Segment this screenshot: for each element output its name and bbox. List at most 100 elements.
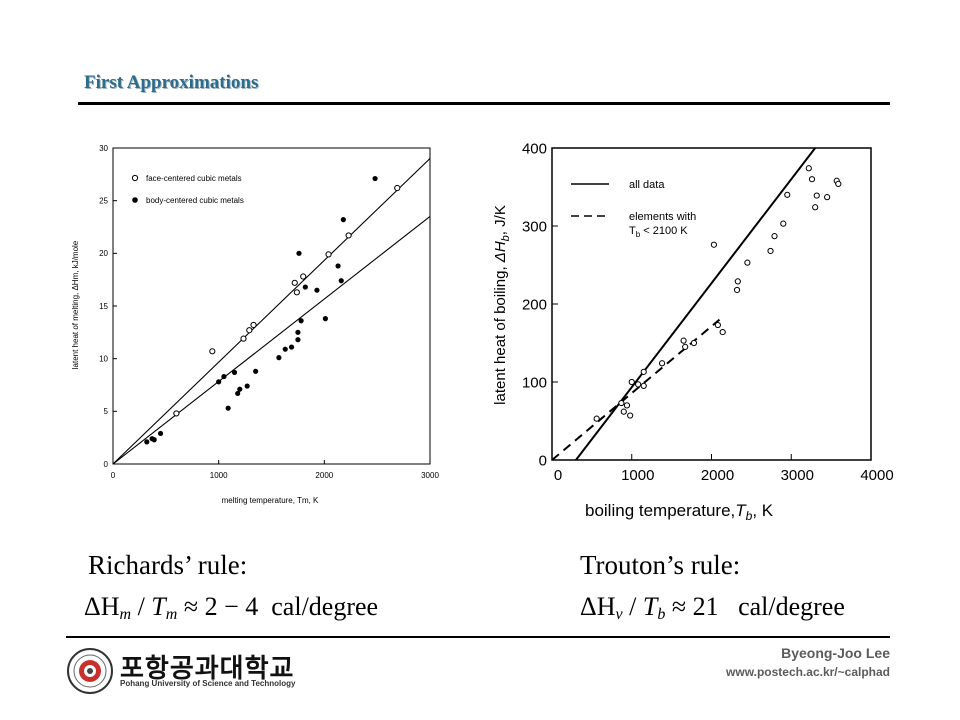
melting-chart: 0 1000 2000 3000 0 5 10 15 20 25 30 face-centered … [71,144,439,505]
legend-elements-line1: elements with [629,211,696,223]
data-point [835,180,842,187]
data-point [250,321,257,329]
legend-open-marker [131,174,139,182]
legend-fcc-label: face-centered cubic metals [146,174,242,183]
data-point [658,360,666,367]
data-point [296,250,302,256]
richards-rule-label: Richards’ rule: [88,550,248,580]
data-point [144,439,150,445]
data-point [784,191,791,198]
data-point [293,289,300,296]
plot-frame [551,147,872,461]
data-point [314,287,320,293]
data-point [295,337,301,343]
melting-chart-points [144,175,401,445]
data-point [300,273,307,280]
data-point [771,233,778,240]
data-point [216,379,222,385]
melting-chart-xlabel: melting temperature, Tm, K [222,496,319,505]
author-name: Byeong-Joo Lee [781,645,890,661]
data-point [291,279,298,286]
data-point [682,343,689,350]
slide-title: First Approximations [84,72,259,93]
boiling-chart-points [593,165,842,422]
data-point [244,383,250,389]
university-name-english: Pohang University of Science and Technol… [120,679,296,688]
legend-elements-rest: < 2100 K [640,225,688,237]
data-point [338,278,344,284]
data-point [733,286,741,294]
y-tick-label: 400 [522,140,547,157]
data-point [237,386,243,392]
data-point [173,410,180,417]
data-point [282,346,288,352]
data-point [719,328,726,336]
author-url[interactable]: www.postech.ac.kr/~calphad [726,665,890,679]
y-tick-label: 0 [104,460,109,469]
data-point [253,368,259,374]
data-point [734,278,741,285]
legend-all-data-label: all data [629,179,665,191]
melting-chart-legend: face-centered cubic metals body-centered… [131,174,244,205]
data-point [276,355,282,361]
legend-elements-sub: b [636,230,641,239]
data-point [335,263,341,269]
x-tick-label: 3000 [781,467,814,484]
x-tick-label: 1000 [621,467,654,484]
legend-bcc-label: body-centered cubic metals [146,196,244,205]
y-tick-label: 20 [99,249,108,258]
y-tick-label: 15 [99,302,108,311]
university-logo: 포항공과대학교 Pohang University of Science and… [66,646,306,696]
richards-rule-equation: ΔHm / Tm ≈ 2 − 4 cal/degree [84,592,379,623]
data-point [627,412,634,419]
x-tick-label: 0 [554,467,562,484]
y-tick-label: 10 [99,354,108,363]
title-divider [78,102,890,105]
legend-elements-line2: T [629,225,636,237]
boiling-chart-ylabel: latent heat of boiling, ΔHb, J/K [492,205,512,405]
x-tick-label: 3000 [421,471,439,480]
data-point [618,399,625,407]
melting-chart-ylabel: latent heat of melting, ΔHm, kJ/mole [71,240,80,369]
trouton-rule-label: Trouton’s rule: [580,550,741,580]
data-point [151,437,157,443]
data-point [288,344,295,350]
data-point [209,348,216,355]
data-point [780,220,787,227]
data-point [345,232,352,239]
fit-line [575,148,816,460]
data-point [628,378,635,386]
university-name-korean: 포항공과대학교 [120,654,295,684]
data-point [246,327,253,334]
data-point [325,251,332,258]
y-tick-label: 300 [522,218,547,235]
boiling-chart-xlabel: boiling temperature,Tb, K [585,501,774,523]
y-tick-label: 200 [522,296,547,313]
data-point [812,204,819,211]
data-point [813,192,820,199]
data-point [394,184,401,192]
data-point [298,318,304,324]
data-point [808,176,816,183]
data-point [340,217,346,223]
boiling-chart-axes: 0 1000 2000 3000 4000 0 100 200 300 400 [522,140,894,484]
university-seal-icon [67,648,113,694]
boiling-chart: 0 1000 2000 3000 4000 0 100 200 300 400 all data … [492,140,894,523]
x-tick-label: 2000 [315,471,333,480]
data-point [593,415,600,422]
fit-line [113,158,430,464]
data-point [157,430,164,437]
data-point [225,405,231,411]
x-tick-label: 4000 [860,467,893,484]
data-point [824,194,831,201]
data-point [302,284,308,290]
x-tick-label: 1000 [210,471,228,480]
data-point [240,335,247,342]
fit-line [113,216,430,464]
x-tick-label: 2000 [701,467,734,484]
data-point [372,175,378,182]
author-block: Byeong-Joo Lee www.postech.ac.kr/~calpha… [726,645,890,679]
data-point [767,247,774,255]
data-point [322,316,328,322]
data-point [623,402,631,409]
